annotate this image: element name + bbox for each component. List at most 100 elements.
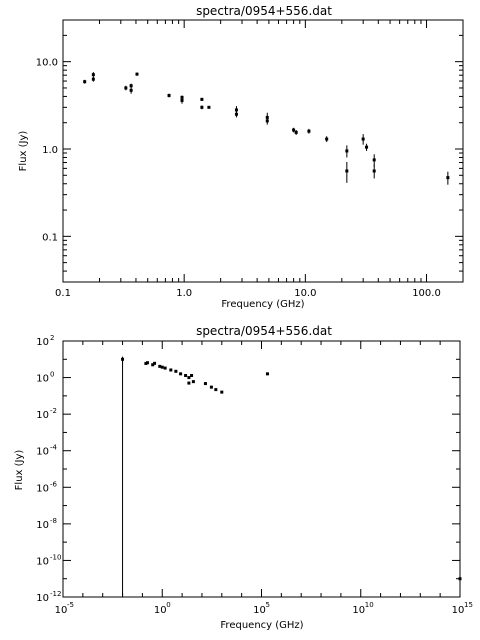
bottom-data-point bbox=[187, 376, 191, 380]
bottom-data-point bbox=[160, 365, 164, 369]
bottom-y-tick-label: 10 0 bbox=[36, 371, 54, 385]
top-data-point bbox=[207, 105, 211, 109]
bottom-data-point bbox=[184, 373, 188, 377]
top-data-point bbox=[135, 72, 139, 76]
top-x-axis-label: Frequency (GHz) bbox=[221, 299, 304, 310]
top-data-points bbox=[83, 72, 450, 185]
bottom-y-tick-label: 10 2 bbox=[36, 334, 54, 348]
svg-text:10: 10 bbox=[55, 605, 68, 616]
bottom-data-point bbox=[190, 373, 194, 377]
bottom-chart: spectra/0954+556.dat 10 -5 10 0 10 5 10 10 10 15 … bbox=[14, 324, 473, 631]
top-data-point bbox=[129, 83, 133, 88]
svg-text:10: 10 bbox=[36, 593, 49, 604]
bottom-x-ticks: 10 -5 10 0 10 5 10 10 10 15 bbox=[55, 341, 473, 616]
bottom-data-point bbox=[458, 577, 462, 581]
svg-text:2: 2 bbox=[50, 334, 54, 342]
svg-text:-6: -6 bbox=[50, 480, 58, 488]
bottom-data-point bbox=[214, 388, 218, 392]
bottom-data-point bbox=[265, 372, 269, 376]
svg-text:10: 10 bbox=[352, 605, 365, 616]
bottom-data-point bbox=[158, 364, 162, 368]
top-data-point bbox=[200, 105, 204, 110]
bottom-data-point bbox=[174, 369, 178, 373]
top-data-point bbox=[91, 72, 95, 78]
svg-text:10: 10 bbox=[452, 605, 465, 616]
top-data-point bbox=[180, 95, 184, 100]
svg-text:10: 10 bbox=[36, 410, 49, 421]
top-x-tick-label: 100.0 bbox=[412, 288, 441, 299]
svg-text:10: 10 bbox=[253, 605, 266, 616]
top-data-point bbox=[345, 145, 349, 158]
top-y-tick-label: 0.1 bbox=[42, 232, 58, 243]
svg-text:0: 0 bbox=[50, 371, 54, 379]
bottom-data-point bbox=[153, 361, 157, 365]
top-y-tick-label: 1.0 bbox=[42, 145, 58, 156]
top-x-tick-label: 10.0 bbox=[294, 288, 316, 299]
svg-text:-10: -10 bbox=[50, 553, 61, 561]
svg-text:10: 10 bbox=[36, 447, 49, 458]
svg-text:10: 10 bbox=[365, 601, 374, 609]
bottom-data-point bbox=[121, 356, 125, 364]
svg-text:-4: -4 bbox=[50, 444, 58, 452]
svg-text:0: 0 bbox=[166, 601, 170, 609]
top-data-point bbox=[124, 85, 128, 91]
top-data-point bbox=[292, 127, 296, 133]
top-data-point bbox=[325, 136, 329, 143]
svg-text:15: 15 bbox=[464, 601, 473, 609]
top-x-tick-label: 0.1 bbox=[55, 288, 71, 299]
top-data-point bbox=[200, 97, 204, 101]
svg-text:10: 10 bbox=[36, 556, 49, 567]
svg-text:-8: -8 bbox=[50, 517, 57, 525]
svg-text:10: 10 bbox=[154, 605, 167, 616]
svg-text:10: 10 bbox=[36, 374, 49, 385]
svg-text:5: 5 bbox=[266, 601, 270, 609]
top-data-point bbox=[446, 171, 450, 185]
bottom-y-tick-label: 10 -2 bbox=[36, 407, 57, 421]
bottom-data-point bbox=[169, 368, 173, 372]
bottom-y-tick-label: 10 -10 bbox=[36, 553, 61, 567]
bottom-x-tick-label: 10 5 bbox=[253, 601, 270, 616]
bottom-data-point bbox=[187, 381, 191, 385]
bottom-data-point bbox=[191, 380, 195, 384]
top-data-point bbox=[372, 164, 376, 179]
svg-text:-12: -12 bbox=[50, 590, 61, 598]
top-data-point bbox=[372, 154, 376, 167]
top-data-point bbox=[83, 79, 87, 84]
bottom-y-axis-label: Flux (Jy) bbox=[14, 450, 25, 491]
bottom-y-tick-label: 10 -6 bbox=[36, 480, 57, 494]
top-y-axis-label: Flux (Jy) bbox=[18, 131, 29, 172]
bottom-data-point bbox=[220, 390, 224, 394]
top-data-point bbox=[265, 117, 269, 125]
top-data-point bbox=[167, 93, 171, 98]
bottom-data-points bbox=[121, 356, 462, 597]
bottom-y-tick-label: 10 -8 bbox=[36, 517, 57, 531]
svg-text:-5: -5 bbox=[67, 601, 74, 609]
top-y-tick-label: 10.0 bbox=[36, 58, 58, 69]
bottom-data-point bbox=[203, 382, 207, 386]
svg-text:10: 10 bbox=[36, 483, 49, 494]
top-data-point bbox=[361, 134, 365, 145]
top-data-point bbox=[294, 130, 298, 135]
bottom-x-axis-label: Frequency (GHz) bbox=[220, 620, 303, 631]
top-data-point bbox=[234, 111, 238, 118]
svg-text:10: 10 bbox=[36, 520, 49, 531]
bottom-y-tick-label: 10 -4 bbox=[36, 444, 57, 458]
top-data-point bbox=[129, 87, 133, 94]
top-chart: spectra/0954+556.dat 0.1 1.0 10.0 100.0 0.1… bbox=[18, 4, 464, 310]
top-x-ticks: 0.1 1.0 10.0 100.0 bbox=[55, 20, 464, 299]
top-data-point bbox=[365, 143, 369, 151]
bottom-data-point bbox=[163, 366, 167, 370]
top-x-tick-label: 1.0 bbox=[176, 288, 192, 299]
bottom-x-tick-label: 10 -5 bbox=[55, 601, 74, 616]
bottom-chart-title: spectra/0954+556.dat bbox=[196, 324, 332, 338]
bottom-y-tick-label: 10 -12 bbox=[36, 590, 61, 604]
bottom-data-point bbox=[179, 372, 183, 376]
bottom-x-tick-label: 10 10 bbox=[352, 601, 373, 616]
top-y-ticks: 0.1 1.0 10.0 bbox=[36, 19, 463, 283]
svg-text:-2: -2 bbox=[50, 407, 57, 415]
svg-text:10: 10 bbox=[36, 337, 49, 348]
bottom-x-tick-label: 10 15 bbox=[452, 601, 473, 616]
top-data-point bbox=[345, 161, 349, 183]
